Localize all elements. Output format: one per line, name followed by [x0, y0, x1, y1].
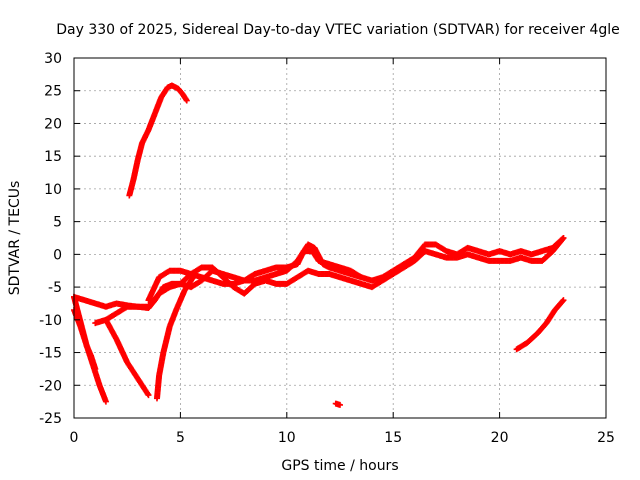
data-point [560, 235, 567, 241]
x-tick-label: 15 [384, 430, 402, 446]
x-axis-label: GPS time / hours [281, 458, 398, 474]
grid-lines [74, 58, 606, 418]
y-tick-label: 25 [44, 84, 62, 100]
x-tick-label: 5 [176, 430, 185, 446]
data-point [337, 401, 343, 408]
data-point [190, 274, 197, 281]
data-point [145, 392, 152, 399]
y-tick-label: 15 [44, 149, 62, 165]
data-point [358, 274, 365, 281]
y-tick-label: -20 [39, 378, 62, 394]
x-tick-label: 0 [70, 430, 79, 446]
plot-frame [73, 57, 607, 419]
data-points [71, 82, 567, 408]
y-tick-label: 10 [44, 182, 62, 198]
x-tick-label: 10 [278, 430, 296, 446]
y-tick-label: 0 [53, 247, 62, 263]
y-tick-label: 30 [44, 51, 62, 67]
y-tick-label: 5 [53, 215, 62, 231]
y-tick-label: 20 [44, 116, 62, 132]
data-point [560, 297, 567, 304]
data-point [102, 398, 109, 405]
data-point [559, 298, 566, 305]
y-tick-label: -25 [39, 411, 62, 427]
x-tick-label: 20 [491, 430, 509, 446]
axis-ticks: -25 -20 -15 -10 -5 0 5 10 15 20 25 30 0 5 10 15 20 25 [39, 51, 615, 446]
y-axis-label: SDTVAR / TECUs [7, 181, 23, 296]
y-tick-label: -10 [39, 313, 62, 329]
y-tick-label: -5 [48, 280, 62, 296]
chart-title: Day 330 of 2025, Sidereal Day-to-day VTE… [56, 22, 620, 38]
y-tick-label: -15 [39, 346, 62, 362]
data-point [183, 97, 190, 104]
x-tick-label: 25 [597, 430, 615, 446]
data-point [559, 236, 566, 243]
